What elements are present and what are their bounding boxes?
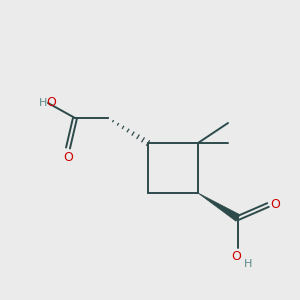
Polygon shape	[198, 193, 240, 221]
Text: O: O	[270, 199, 280, 212]
Text: O: O	[46, 97, 56, 110]
Text: O: O	[63, 151, 73, 164]
Text: O: O	[231, 250, 241, 263]
Text: H: H	[39, 98, 47, 108]
Text: H: H	[244, 259, 252, 269]
